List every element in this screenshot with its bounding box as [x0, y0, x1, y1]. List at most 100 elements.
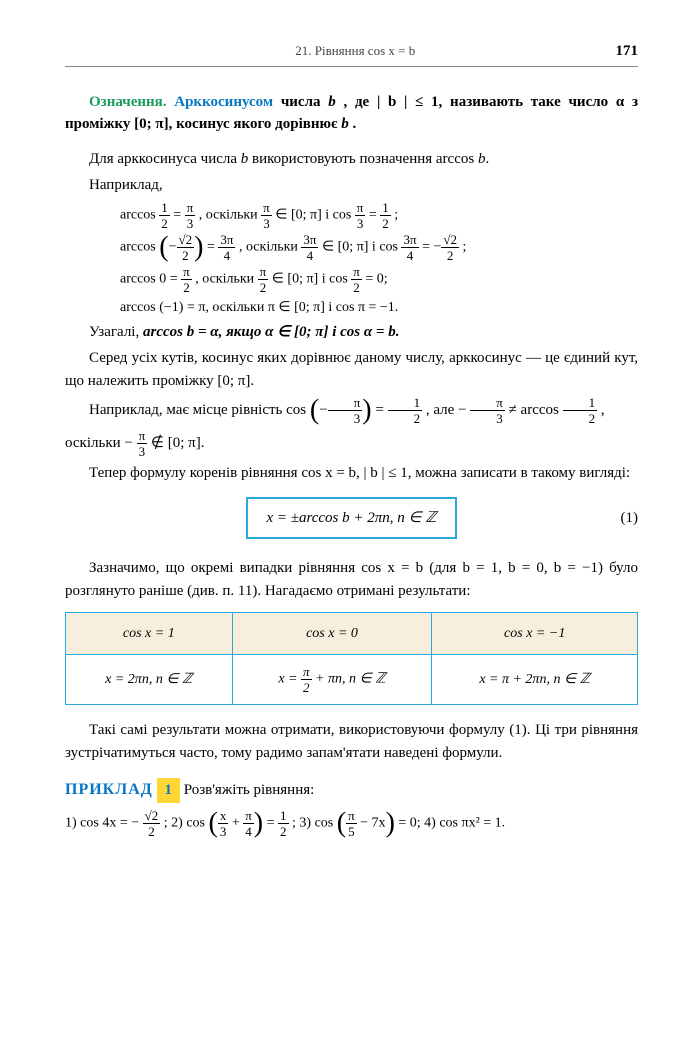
eq3-fn: arccos 0 =: [120, 271, 178, 286]
c2n: π: [301, 665, 312, 680]
eq2-chkd: 4: [301, 248, 318, 262]
paragraph-cases: Зазначимо, що окремі випадки рівняння co…: [65, 557, 638, 602]
eq2-txt: , оскільки: [239, 239, 301, 254]
c2a: x =: [278, 672, 297, 687]
eq1-end: ;: [394, 207, 398, 222]
eq3-end: = 0;: [365, 271, 387, 286]
eq1-in: ∈ [0; π] і cos: [275, 207, 351, 222]
p5-d: 3: [137, 444, 148, 458]
general-rule: Узагалі, arccos b = α, якщо α ∈ [0; π] і…: [65, 321, 638, 344]
gen-a: Узагалі,: [89, 324, 143, 340]
p4e: ,: [601, 402, 605, 418]
eq1-r2d: 2: [380, 216, 391, 230]
ex2a1d: 3: [218, 824, 229, 838]
ex2a2n: π: [243, 809, 254, 824]
p1b: використовують позначення arccos: [248, 151, 478, 167]
gen-b: arccos b = α,: [143, 324, 226, 340]
eq1-cosn: π: [355, 201, 366, 216]
ex1n: √2: [143, 809, 161, 824]
ex3d: 5: [346, 824, 357, 838]
example-task: Розв'яжіть рівняння:: [184, 782, 315, 798]
eq1-resd: 3: [185, 216, 196, 230]
eq1-r2n: 1: [380, 201, 391, 216]
page-number: 171: [616, 40, 639, 63]
eq1-cosd: 3: [355, 216, 366, 230]
eq2-argd: 2: [177, 248, 195, 262]
p4-resn: 1: [388, 396, 423, 411]
ex1d: 2: [143, 824, 161, 838]
gen-em: якщо: [226, 324, 261, 340]
p4-resd: 2: [388, 411, 423, 425]
equation-4: arccos (−1) = π, оскільки π ∈ [0; π] і c…: [120, 297, 638, 318]
section-title: 21. Рівняння cos x = b: [95, 41, 616, 61]
p1c: .: [485, 151, 489, 167]
eq2-end: ;: [463, 239, 467, 254]
eq3-txt: , оскільки: [195, 271, 257, 286]
ex2c: ; 3) cos: [292, 815, 333, 830]
ex2-plus: +: [228, 815, 243, 830]
eq2-r2n: √2: [441, 233, 459, 248]
eq3-in: ∈ [0; π] і cos: [272, 271, 348, 286]
p4c: , але −: [426, 402, 467, 418]
eq3-cosn: π: [351, 265, 362, 280]
formula-box: x = ±arccos b + 2πn, n ∈ ℤ: [246, 497, 456, 540]
defn-b2: b: [341, 116, 349, 132]
page-header: 21. Рівняння cos x = b 171: [65, 40, 638, 67]
table-cell-2: x = π2 + πn, n ∈ ℤ: [232, 655, 432, 705]
equation-2: arccos (−√22) = 3π4 , оскільки 3π4 ∈ [0;…: [120, 233, 638, 262]
p5b: ∉ [0; π].: [151, 435, 205, 451]
eq3-cosd: 2: [351, 280, 362, 294]
ex1a: 1) cos 4x = −: [65, 815, 139, 830]
paragraph-since: оскільки − π3 ∉ [0; π].: [65, 429, 638, 458]
p4-arg2n: π: [470, 396, 505, 411]
c2b: + πn, n ∈ ℤ: [315, 672, 386, 687]
cos-cases-table: cos x = 1 cos x = 0 cos x = −1 x = 2πn, …: [65, 612, 638, 705]
gen-c: α ∈ [0; π]: [265, 324, 332, 340]
example-equations: 1) cos 4x = − √22 ; 2) cos (x3 + π4) = 1…: [65, 809, 638, 838]
formula-row: x = ±arccos b + 2πn, n ∈ ℤ (1): [65, 497, 638, 540]
equation-1: arccos 12 = π3 , оскільки π3 ∈ [0; π] і …: [120, 201, 638, 230]
equation-3: arccos 0 = π2 , оскільки π2 ∈ [0; π] і c…: [120, 265, 638, 294]
p4b: =: [375, 402, 383, 418]
gen-d: cos α = b.: [340, 324, 399, 340]
p4-res2d: 2: [563, 411, 598, 425]
eq1-argn: 1: [159, 201, 170, 216]
paragraph-unique: Серед усіх кутів, косинус яких дорівнює …: [65, 347, 638, 392]
formula-number: (1): [621, 507, 639, 530]
eq3-resn: π: [181, 265, 192, 280]
defn-b: b: [328, 94, 336, 110]
paragraph-example2: Наприклад, має місце рівність cos (−π3) …: [65, 396, 638, 425]
ex2b: =: [267, 815, 275, 830]
example-label: ПРИКЛАД: [65, 781, 153, 798]
ex2rd: 2: [278, 824, 289, 838]
defn-text-2: , де | b | ≤ 1,: [343, 94, 450, 110]
eq2-cosd: 4: [401, 248, 418, 262]
ex2rn: 1: [278, 809, 289, 824]
eq1-chkn: π: [261, 201, 272, 216]
ex1b: ; 2) cos: [164, 815, 205, 830]
eq2-resn: 3π: [218, 233, 235, 248]
defn-term: Арккосинусом: [174, 94, 273, 110]
eq1-argd: 2: [159, 216, 170, 230]
defn-text-4: .: [352, 116, 356, 132]
ex3n: π: [346, 809, 357, 824]
eq1-fn: arccos: [120, 207, 156, 222]
eq2-chkn: 3π: [301, 233, 318, 248]
defn-text-1: числа: [281, 94, 328, 110]
eq1-txt: , оскільки: [199, 207, 261, 222]
eq2-cosn: 3π: [401, 233, 418, 248]
defn-keyword: Означення.: [89, 94, 167, 110]
ex3c: = 0; 4) cos πx² = 1.: [398, 815, 505, 830]
p4-res2n: 1: [563, 396, 598, 411]
example-header: ПРИКЛАД 1 Розв'яжіть рівняння:: [65, 778, 638, 803]
p4d: ≠ arccos: [509, 402, 559, 418]
eq1-eq2: =: [369, 207, 377, 222]
p4a: Наприклад, має місце рівність cos: [89, 402, 306, 418]
paragraph-formula-intro: Тепер формулу коренів рівняння cos x = b…: [65, 462, 638, 485]
p5-n: π: [137, 429, 148, 444]
table-head-3: cos x = −1: [432, 613, 638, 655]
table-cell-1: x = 2πn, n ∈ ℤ: [66, 655, 233, 705]
eq3-chkd: 2: [258, 280, 269, 294]
eq1-eq: =: [173, 207, 181, 222]
eq2-fn: arccos: [120, 239, 156, 254]
